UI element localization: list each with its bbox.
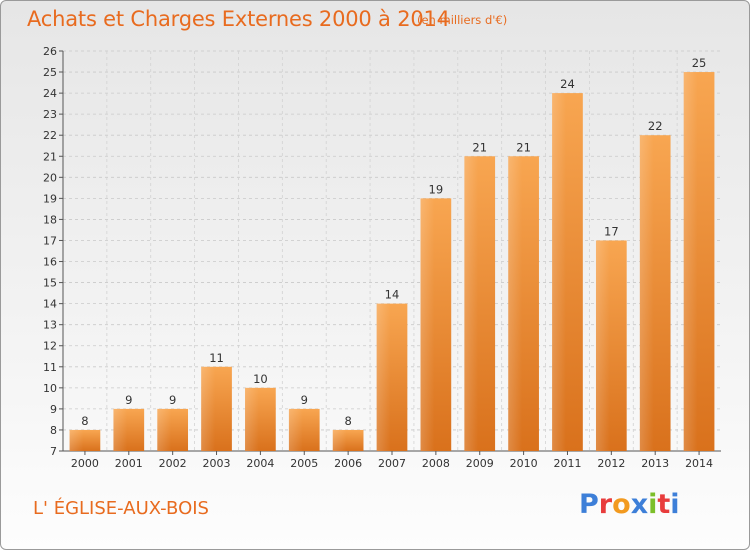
logo-letter: t xyxy=(657,489,671,520)
value-label: 25 xyxy=(692,56,707,70)
value-label: 9 xyxy=(125,393,132,407)
chart-subtitle: (en milliers d'€) xyxy=(417,13,508,27)
logo-letter: r xyxy=(598,489,613,520)
bar-highlight xyxy=(245,387,259,451)
y-tick-label: 11 xyxy=(43,361,57,374)
chart-title: Achats et Charges Externes 2000 à 2014 xyxy=(27,7,450,31)
x-tick-label: 2014 xyxy=(685,457,713,470)
bar-highlight xyxy=(508,156,523,451)
logo-letter: i xyxy=(648,489,658,520)
x-tick-label: 2005 xyxy=(290,457,318,470)
x-tick-label: 2011 xyxy=(553,457,581,470)
bar-highlight xyxy=(552,93,566,452)
logo-letter: o xyxy=(612,489,631,520)
x-tick-label: 2001 xyxy=(115,457,143,470)
bar-highlight xyxy=(201,366,215,451)
bar-highlight xyxy=(157,408,172,451)
y-tick-label: 10 xyxy=(43,382,57,395)
y-tick-label: 21 xyxy=(43,150,57,163)
value-label: 19 xyxy=(429,182,444,196)
bar-highlight xyxy=(639,135,654,452)
bar-highlight xyxy=(420,198,435,451)
logo-letter: i xyxy=(670,489,680,520)
value-label: 21 xyxy=(472,140,487,154)
x-tick-label: 2004 xyxy=(246,457,274,470)
value-label: 9 xyxy=(169,393,176,407)
bar-highlight xyxy=(464,156,479,451)
y-tick-label: 22 xyxy=(43,129,57,142)
y-tick-label: 8 xyxy=(50,424,57,437)
y-tick-label: 14 xyxy=(43,298,57,311)
value-label: 9 xyxy=(301,393,308,407)
x-tick-label: 2013 xyxy=(641,457,669,470)
location-name: L' ÉGLISE-AUX-BOIS xyxy=(33,498,209,519)
value-label: 8 xyxy=(81,414,88,428)
x-tick-label: 2006 xyxy=(334,457,362,470)
x-tick-label: 2007 xyxy=(378,457,406,470)
proxiti-logo[interactable]: Proxiti xyxy=(579,489,680,520)
y-tick-label: 18 xyxy=(43,213,57,226)
x-tick-label: 2009 xyxy=(466,457,494,470)
y-tick-label: 9 xyxy=(50,403,57,416)
x-tick-label: 2012 xyxy=(597,457,625,470)
bar-highlight xyxy=(69,429,84,451)
value-label: 21 xyxy=(516,140,531,154)
logo-letter: P xyxy=(579,489,599,520)
y-tick-label: 16 xyxy=(43,256,57,269)
logo-letter: x xyxy=(630,489,649,520)
bar-highlight xyxy=(113,408,128,451)
y-tick-label: 13 xyxy=(43,319,57,332)
value-label: 17 xyxy=(604,224,619,238)
x-tick-label: 2003 xyxy=(203,457,231,470)
value-label: 22 xyxy=(648,119,663,133)
y-tick-label: 15 xyxy=(43,277,57,290)
bar-highlight xyxy=(288,408,303,451)
y-tick-label: 7 xyxy=(50,445,57,458)
value-label: 10 xyxy=(253,372,268,386)
bar-highlight xyxy=(332,429,347,451)
value-label: 8 xyxy=(344,414,351,428)
bar-highlight xyxy=(683,72,698,451)
bar-highlight xyxy=(595,240,610,451)
y-tick-label: 20 xyxy=(43,171,57,184)
y-tick-label: 17 xyxy=(43,234,57,247)
bars xyxy=(69,72,715,452)
value-label: 11 xyxy=(209,351,224,365)
labels: 7 8 9 10 11 12 13 14 15 16 17 18 19 20 21 22 23 24 25 26 8 20… xyxy=(43,45,713,470)
y-tick-label: 26 xyxy=(43,45,57,58)
bar-highlight xyxy=(376,303,391,451)
x-tick-label: 2010 xyxy=(510,457,538,470)
y-tick-label: 23 xyxy=(43,108,57,121)
y-tick-label: 19 xyxy=(43,192,57,205)
x-tick-label: 2000 xyxy=(71,457,99,470)
y-tick-label: 12 xyxy=(43,340,57,353)
y-tick-label: 25 xyxy=(43,66,57,79)
y-tick-label: 24 xyxy=(43,87,57,100)
value-label: 24 xyxy=(560,77,575,91)
value-label: 14 xyxy=(385,288,400,302)
x-tick-label: 2002 xyxy=(159,457,187,470)
x-tick-label: 2008 xyxy=(422,457,450,470)
